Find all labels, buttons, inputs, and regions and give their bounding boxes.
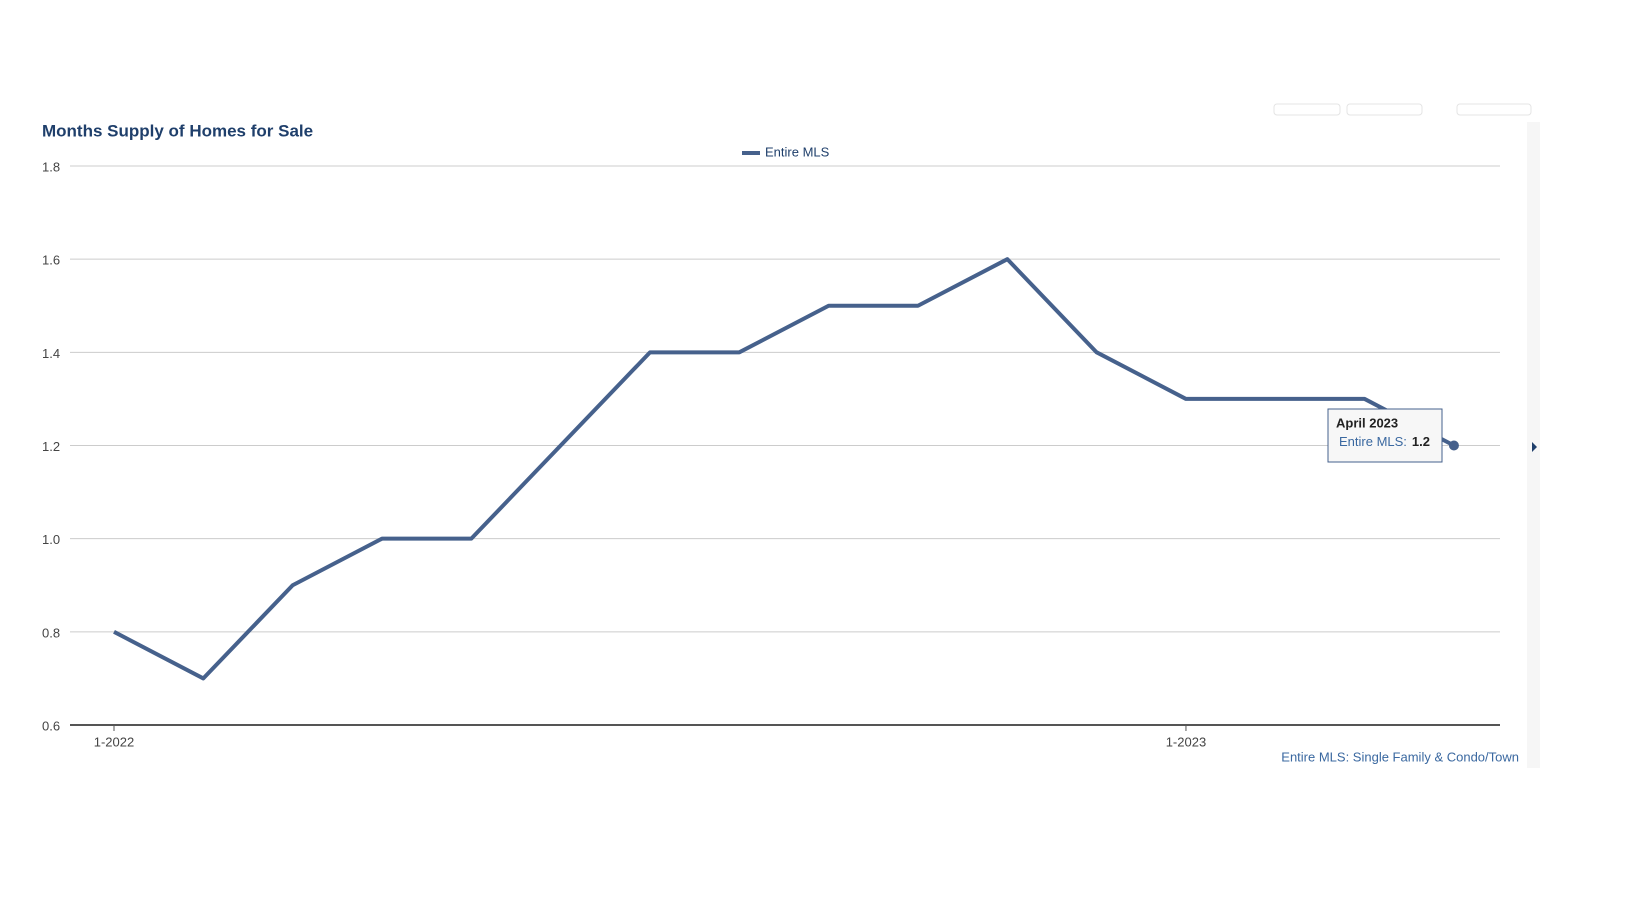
tooltip-number: 1.2: [1412, 434, 1430, 449]
series-line: [113, 257, 1455, 681]
scroll-arrow[interactable]: [1532, 442, 1537, 452]
y-tick-label: 1.0: [42, 532, 60, 547]
tooltip-title: April 2023: [1336, 415, 1398, 430]
y-tick-label: 0.8: [42, 625, 60, 640]
legend-label[interactable]: Entire MLS: [765, 144, 830, 159]
x-tick-label: 1-2023: [1166, 734, 1206, 749]
y-tick-label: 0.6: [42, 718, 60, 733]
y-tick-label: 1.6: [42, 253, 60, 268]
tooltip-value: Entire MLS: 1.2: [1339, 434, 1430, 449]
x-tick-label: 1-2022: [94, 734, 134, 749]
tooltip-label: Entire MLS:: [1339, 434, 1407, 449]
y-tick-label: 1.8: [42, 159, 60, 174]
button[interactable]: [1273, 103, 1341, 116]
y-tick-label: 1.4: [42, 346, 60, 361]
tooltip: April 2023 Entire MLS: 1.2: [1327, 408, 1443, 463]
chart-title: Months Supply of Homes for Sale: [42, 121, 313, 140]
button[interactable]: [1456, 103, 1532, 116]
source-note: Entire MLS: Single Family & Condo/Town: [1281, 749, 1519, 764]
hover-point: [1448, 440, 1459, 451]
tooltip-box: [1327, 408, 1443, 463]
button[interactable]: [1346, 103, 1423, 116]
y-tick-label: 1.2: [42, 439, 60, 454]
